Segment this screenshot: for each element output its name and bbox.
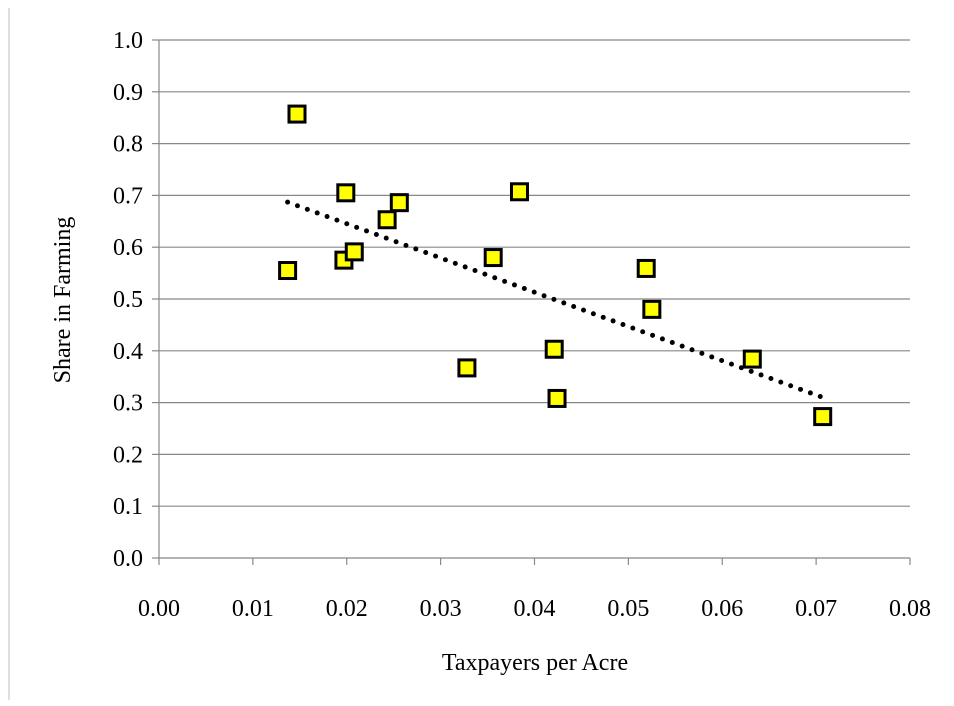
y-tick-label: 0.1 xyxy=(113,494,143,520)
data-point xyxy=(457,358,477,378)
axes xyxy=(152,39,911,565)
data-point xyxy=(509,182,529,202)
data-point xyxy=(336,183,356,203)
data-point xyxy=(813,407,833,427)
y-tick-label: 0.6 xyxy=(113,235,143,261)
data-point xyxy=(278,261,298,281)
data-point xyxy=(483,248,503,268)
data-point xyxy=(389,193,409,213)
data-points xyxy=(278,104,833,427)
tick-labels: 0.0 0.1 0.2 0.3 0.4 0.5 0.6 0.7 0.8 0.9 1.0 0.00 0.0… xyxy=(113,28,931,622)
gridlines xyxy=(159,39,910,507)
y-tick-label: 0.4 xyxy=(113,339,143,365)
data-point xyxy=(344,242,364,262)
x-tick-label: 0.02 xyxy=(326,596,368,622)
trendline xyxy=(285,199,826,400)
data-point xyxy=(636,258,656,278)
data-point xyxy=(287,104,307,124)
y-tick-label: 0.3 xyxy=(113,391,143,417)
y-tick-label: 0.7 xyxy=(113,183,143,209)
data-point xyxy=(642,299,662,319)
y-axis-title: Share in Farming xyxy=(50,217,76,384)
x-tick-label: 0.08 xyxy=(889,596,931,622)
y-tick-label: 0.5 xyxy=(113,287,143,313)
trendline-layer xyxy=(285,199,826,400)
y-tick-label: 0.2 xyxy=(113,442,143,468)
x-tick-label: 0.01 xyxy=(232,596,274,622)
y-tick-label: 1.0 xyxy=(113,28,143,54)
x-tick-label: 0.06 xyxy=(701,596,743,622)
x-tick-label: 0.05 xyxy=(607,596,649,622)
y-tick-label: 0.8 xyxy=(113,132,143,158)
y-tick-label: 0.9 xyxy=(113,80,143,106)
x-axis-title: Taxpayers per Acre xyxy=(442,650,628,676)
x-tick-label: 0.00 xyxy=(138,596,180,622)
x-tick-label: 0.04 xyxy=(514,596,556,622)
x-tick-label: 0.07 xyxy=(795,596,837,622)
data-point xyxy=(742,349,762,369)
y-tick-label: 0.0 xyxy=(113,546,143,572)
data-point xyxy=(547,388,567,408)
data-point xyxy=(544,339,564,359)
data-point xyxy=(377,210,397,230)
x-tick-label: 0.03 xyxy=(420,596,462,622)
